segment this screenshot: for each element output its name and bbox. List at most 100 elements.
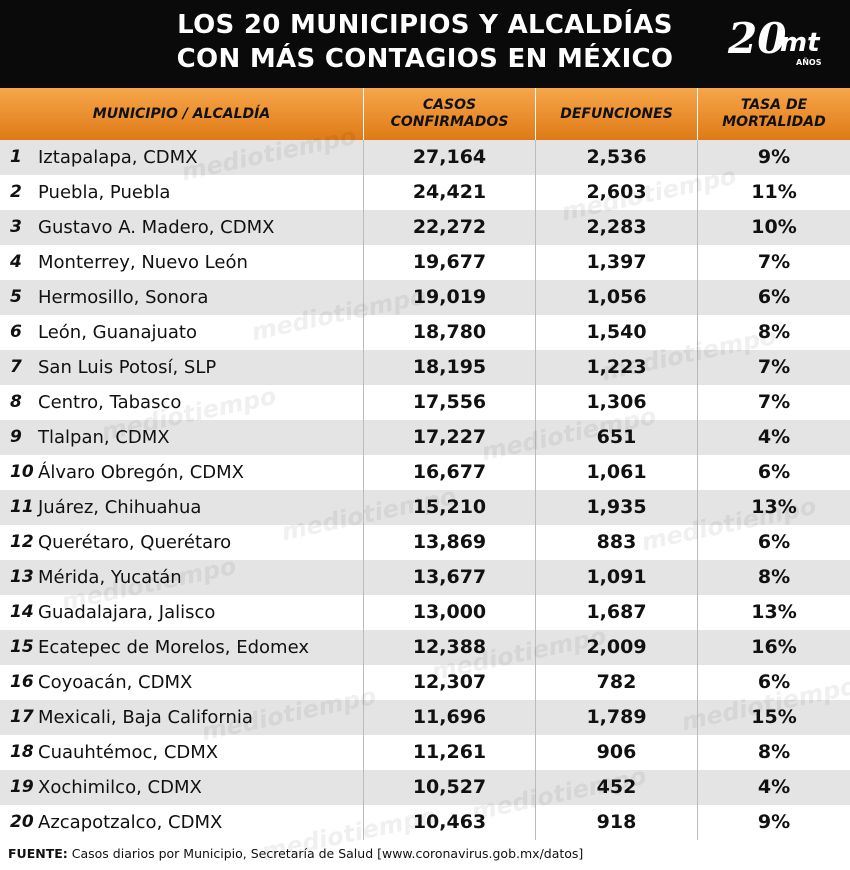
cases: 19,677 [363, 245, 535, 280]
rate: 4% [697, 770, 850, 805]
deaths: 1,540 [535, 315, 697, 350]
rank: 2 [10, 182, 22, 202]
municipality: Azcapotzalco, CDMX [38, 812, 223, 833]
rank: 17 [10, 707, 34, 727]
table-row: 8 Centro, Tabasco 17,556 1,306 7% [0, 385, 850, 420]
municipality: Querétaro, Querétaro [38, 532, 232, 553]
rank: 3 [10, 217, 22, 237]
municipality: Gustavo A. Madero, CDMX [38, 217, 275, 238]
cases: 17,556 [363, 385, 535, 420]
rate: 8% [697, 315, 850, 350]
deaths: 1,091 [535, 560, 697, 595]
rank: 11 [10, 497, 34, 517]
rank: 18 [10, 742, 34, 762]
municipality: León, Guanajuato [38, 322, 197, 343]
rate: 4% [697, 420, 850, 455]
cases: 11,696 [363, 700, 535, 735]
cases: 24,421 [363, 175, 535, 210]
cases: 11,261 [363, 735, 535, 770]
rank: 5 [10, 287, 22, 307]
table-row: 3 Gustavo A. Madero, CDMX 22,272 2,283 10% [0, 210, 850, 245]
table-row: 16 Coyoacán, CDMX 12,307 782 6% [0, 665, 850, 700]
rate: 6% [697, 280, 850, 315]
rate: 16% [697, 630, 850, 665]
cases: 13,000 [363, 595, 535, 630]
rate: 11% [697, 175, 850, 210]
table-row: 20 Azcapotzalco, CDMX 10,463 918 9% [0, 805, 850, 840]
deaths: 2,009 [535, 630, 697, 665]
rank: 10 [10, 462, 34, 482]
deaths: 1,789 [535, 700, 697, 735]
table-row: 13 Mérida, Yucatán 13,677 1,091 8% [0, 560, 850, 595]
table-row: 11 Juárez, Chihuahua 15,210 1,935 13% [0, 490, 850, 525]
logo-sub: AÑOS [796, 58, 822, 67]
column-title: DEFUNCIONES [535, 88, 697, 140]
municipality: Juárez, Chihuahua [38, 497, 202, 518]
deaths: 1,397 [535, 245, 697, 280]
rate: 8% [697, 735, 850, 770]
logo-number: 20 [728, 14, 787, 63]
footer: FUENTE: Casos diarios por Municipio, Sec… [8, 846, 583, 861]
table-row: 4 Monterrey, Nuevo León 19,677 1,397 7% [0, 245, 850, 280]
table-row: 15 Ecatepec de Morelos, Edomex 12,388 2,009… [0, 630, 850, 665]
municipality: Hermosillo, Sonora [38, 287, 209, 308]
rate: 7% [697, 245, 850, 280]
table-row: 2 Puebla, Puebla 24,421 2,603 11% [0, 175, 850, 210]
table-row: 9 Tlalpan, CDMX 17,227 651 4% [0, 420, 850, 455]
deaths: 452 [535, 770, 697, 805]
municipality: Monterrey, Nuevo León [38, 252, 248, 273]
municipality: Ecatepec de Morelos, Edomex [38, 637, 309, 658]
cases: 18,780 [363, 315, 535, 350]
municipality: San Luis Potosí, SLP [38, 357, 217, 378]
deaths: 2,283 [535, 210, 697, 245]
deaths: 782 [535, 665, 697, 700]
deaths: 1,061 [535, 455, 697, 490]
table-row: 1 Iztapalapa, CDMX 27,164 2,536 9% [0, 140, 850, 175]
municipality: Guadalajara, Jalisco [38, 602, 216, 623]
deaths: 2,536 [535, 140, 697, 175]
municipality: Álvaro Obregón, CDMX [38, 462, 244, 483]
rank: 20 [10, 812, 34, 832]
cases: 10,463 [363, 805, 535, 840]
rank: 4 [10, 252, 22, 272]
deaths: 1,687 [535, 595, 697, 630]
deaths: 2,603 [535, 175, 697, 210]
municipality: Cuauhtémoc, CDMX [38, 742, 219, 763]
rate: 6% [697, 455, 850, 490]
rank: 7 [10, 357, 22, 377]
table-row: 18 Cuauhtémoc, CDMX 11,261 906 8% [0, 735, 850, 770]
rank: 13 [10, 567, 34, 587]
title: CON MÁS CONTAGIOS EN MÉXICO [176, 44, 674, 74]
rate: 9% [697, 140, 850, 175]
rank: 9 [10, 427, 22, 447]
logo: 20 mt AÑOS [728, 14, 828, 74]
rank: 14 [10, 602, 34, 622]
rate: 13% [697, 490, 850, 525]
rate: 9% [697, 805, 850, 840]
cases: 12,307 [363, 665, 535, 700]
municipality: Mérida, Yucatán [38, 567, 182, 588]
deaths: 1,223 [535, 350, 697, 385]
column-header: MUNICIPIO / ALCALDÍA CASOS CONFIRMADOS DEF… [0, 88, 850, 140]
cases: 19,019 [363, 280, 535, 315]
cases: 27,164 [363, 140, 535, 175]
rank: 1 [10, 147, 22, 167]
rate: 10% [697, 210, 850, 245]
table-row: 14 Guadalajara, Jalisco 13,000 1,687 13% [0, 595, 850, 630]
cases: 17,227 [363, 420, 535, 455]
deaths: 906 [535, 735, 697, 770]
cases: 10,527 [363, 770, 535, 805]
column-title: CASOS CONFIRMADOS [363, 88, 535, 140]
rate: 6% [697, 525, 850, 560]
rate: 15% [697, 700, 850, 735]
table-row: 7 San Luis Potosí, SLP 18,195 1,223 7% [0, 350, 850, 385]
column-title: TASA DE MORTALIDAD [697, 88, 850, 140]
table-row: 12 Querétaro, Querétaro 13,869 883 6% [0, 525, 850, 560]
rank: 6 [10, 322, 22, 342]
deaths: 651 [535, 420, 697, 455]
title: LOS 20 MUNICIPIOS Y ALCALDÍAS [177, 10, 673, 40]
table-row: 6 León, Guanajuato 18,780 1,540 8% [0, 315, 850, 350]
deaths: 1,056 [535, 280, 697, 315]
footer-text: Casos diarios por Municipio, Secretaría … [71, 846, 584, 861]
